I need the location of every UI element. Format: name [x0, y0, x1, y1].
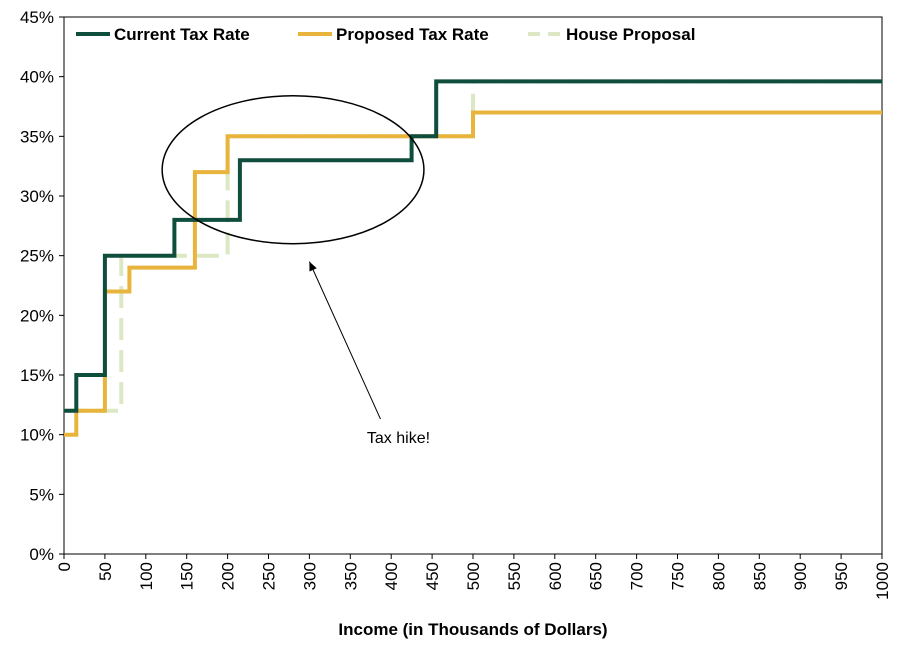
x-tick-label: 200 — [219, 562, 238, 590]
y-tick-label: 30% — [20, 187, 54, 206]
x-tick-label: 550 — [505, 562, 524, 590]
y-tick-label: 15% — [20, 366, 54, 385]
y-tick-label: 5% — [29, 485, 54, 504]
legend-item: Proposed Tax Rate — [298, 25, 489, 44]
series-layer — [64, 79, 882, 437]
x-tick-label: 500 — [464, 562, 483, 590]
x-tick-label: 700 — [628, 562, 647, 590]
x-tick-label: 400 — [382, 562, 401, 590]
x-tick-label: 0 — [55, 562, 74, 571]
legend-item: Current Tax Rate — [76, 25, 250, 44]
series-line-house-proposal — [64, 79, 882, 413]
x-tick-label: 300 — [300, 562, 319, 590]
x-tick-label: 850 — [750, 562, 769, 590]
x-tick-label: 350 — [341, 562, 360, 590]
x-axis-label: Income (in Thousands of Dollars) — [338, 620, 607, 639]
x-tick-label: 650 — [587, 562, 606, 590]
annotation-arrowhead — [309, 261, 317, 272]
x-tick-label: 900 — [791, 562, 810, 590]
y-tick-label: 45% — [20, 8, 54, 27]
annotation-arrow-line — [308, 261, 381, 420]
highlight-ellipse — [161, 95, 425, 245]
series-line-current-tax-rate — [64, 79, 882, 413]
y-tick-label: 20% — [20, 306, 54, 325]
legend: Current Tax Rate Proposed Tax Rate House P… — [76, 25, 695, 44]
x-tick-label: 450 — [423, 562, 442, 590]
x-tick-label: 600 — [546, 562, 565, 590]
y-tick-label: 0% — [29, 545, 54, 564]
legend-label: House Proposal — [566, 25, 695, 44]
y-axis: 0% 5% 10% 15% 20% 25% 30% 35% 40% 45% — [20, 8, 64, 564]
x-tick-label: 800 — [709, 562, 728, 590]
y-tick-label: 25% — [20, 247, 54, 266]
x-tick-label: 950 — [832, 562, 851, 590]
x-axis: 0 50 100 150 200 250 300 350 400 450 500 550 600 650 7… — [55, 554, 892, 600]
annotation-text: Tax hike! — [367, 430, 430, 447]
annotation-layer: Tax hike! — [161, 95, 430, 447]
x-tick-label: 50 — [96, 562, 115, 581]
legend-label: Current Tax Rate — [114, 25, 250, 44]
y-tick-label: 35% — [20, 127, 54, 146]
x-tick-label: 1000 — [873, 562, 892, 600]
legend-label: Proposed Tax Rate — [336, 25, 489, 44]
x-tick-label: 150 — [178, 562, 197, 590]
legend-item: House Proposal — [528, 25, 695, 44]
x-tick-label: 100 — [137, 562, 156, 590]
x-tick-label: 750 — [669, 562, 688, 590]
y-tick-label: 40% — [20, 68, 54, 87]
x-tick-label: 250 — [260, 562, 279, 590]
y-tick-label: 10% — [20, 426, 54, 445]
